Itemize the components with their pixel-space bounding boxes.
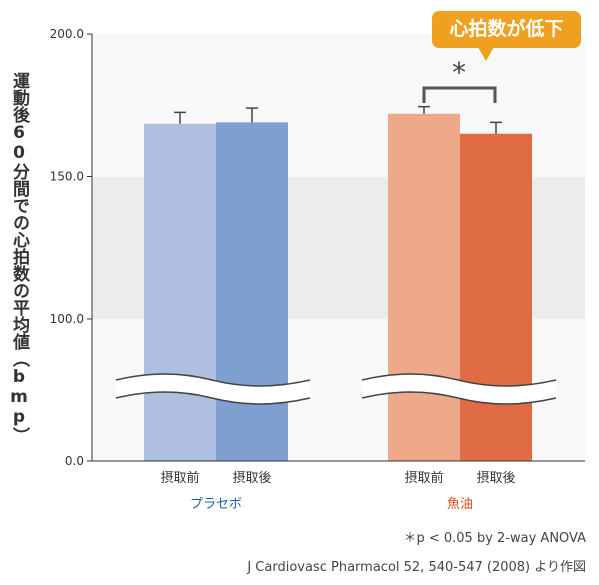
bar-1-1 [144,123,216,462]
axis-break-gap [360,374,558,404]
x-tick-label: 摂取後 [476,470,515,486]
y-tick-label: 100.0 [50,312,84,326]
group-label: プラセボ [190,497,242,512]
bar-2-2 [460,133,532,461]
x-tick-label: 摂取前 [404,470,443,486]
axis-break-line-top [115,373,311,387]
callout-badge: 心拍数が低下 [432,11,581,48]
y-axis-label: 運動後60分間での心拍数の平均値（bmp） [9,72,29,444]
significance-bracket [422,86,497,103]
axis-break-gap [114,374,312,404]
y-tick-label: 0.0 [65,454,84,468]
bar-1-2 [216,122,288,461]
group-label: 魚油 [447,497,473,512]
footnote-statistics: ＊p < 0.05 by 2-way ANOVA [403,531,586,546]
significance-mark: * [452,56,466,89]
axis-break-line-top [361,373,557,387]
footnote-source: J Cardiovasc Pharmacol 52, 540-547 (2008… [247,560,586,575]
x-tick-label: 摂取後 [232,470,271,486]
x-tick-label: 摂取前 [160,470,199,486]
y-tick-label: 150.0 [50,170,84,184]
axis-break-line-bottom [361,391,557,405]
axis-break-line-bottom [115,391,311,405]
y-tick-label: 200.0 [50,27,84,41]
callout-pointer [478,47,494,61]
bar-2-1 [388,113,460,462]
